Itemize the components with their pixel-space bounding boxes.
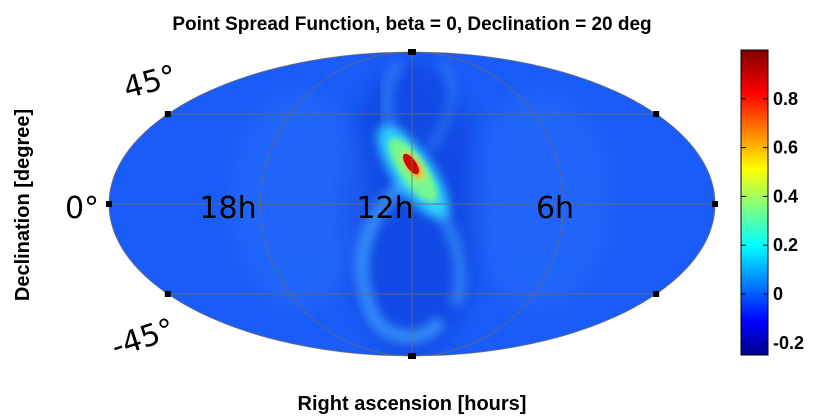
graticule-tick: [653, 290, 660, 297]
graticule-tick: [712, 201, 718, 207]
colorbar: -0.2 0 0.2 0.4 0.6 0.8: [740, 49, 804, 356]
x-axis-label: Right ascension [hours]: [298, 393, 527, 415]
parallel-label-minus45: -45°: [107, 312, 179, 365]
sky-map: 18h 12h 6h 45° 0° -45°: [65, 49, 718, 365]
parallel-label-0: 0°: [65, 191, 99, 226]
meridian-label-12h: 12h: [356, 191, 413, 226]
graticule-tick: [164, 290, 171, 297]
colorbar-ticks: -0.2 0 0.2 0.4 0.6 0.8: [741, 89, 804, 353]
colorbar-tick-label: 0.8: [773, 89, 798, 109]
chart-title: Point Spread Function, beta = 0, Declina…: [172, 14, 651, 35]
colorbar-tick-label: 0: [773, 284, 783, 304]
meridian-label-6h: 6h: [536, 191, 574, 226]
psf-features: [230, 57, 610, 356]
graticule-tick: [653, 111, 660, 118]
colorbar-tick-label: 0.6: [773, 138, 798, 158]
graticule-ticks: [106, 49, 718, 359]
parallel-label-45: 45°: [120, 59, 180, 107]
colorbar-tick-label: -0.2: [773, 333, 804, 353]
graticule-tick: [106, 201, 112, 207]
colorbar-tick-label: 0.4: [773, 186, 798, 206]
colorbar-gradient: [740, 49, 769, 356]
graticule-tick: [408, 353, 416, 359]
y-axis-label: Declination [degree]: [12, 109, 34, 301]
graticule-tick: [164, 111, 171, 118]
graticule: [108, 51, 716, 357]
colorbar-tick-label: 0.2: [773, 235, 798, 255]
meridian-label-18h: 18h: [199, 191, 256, 226]
graticule-tick: [408, 49, 416, 55]
